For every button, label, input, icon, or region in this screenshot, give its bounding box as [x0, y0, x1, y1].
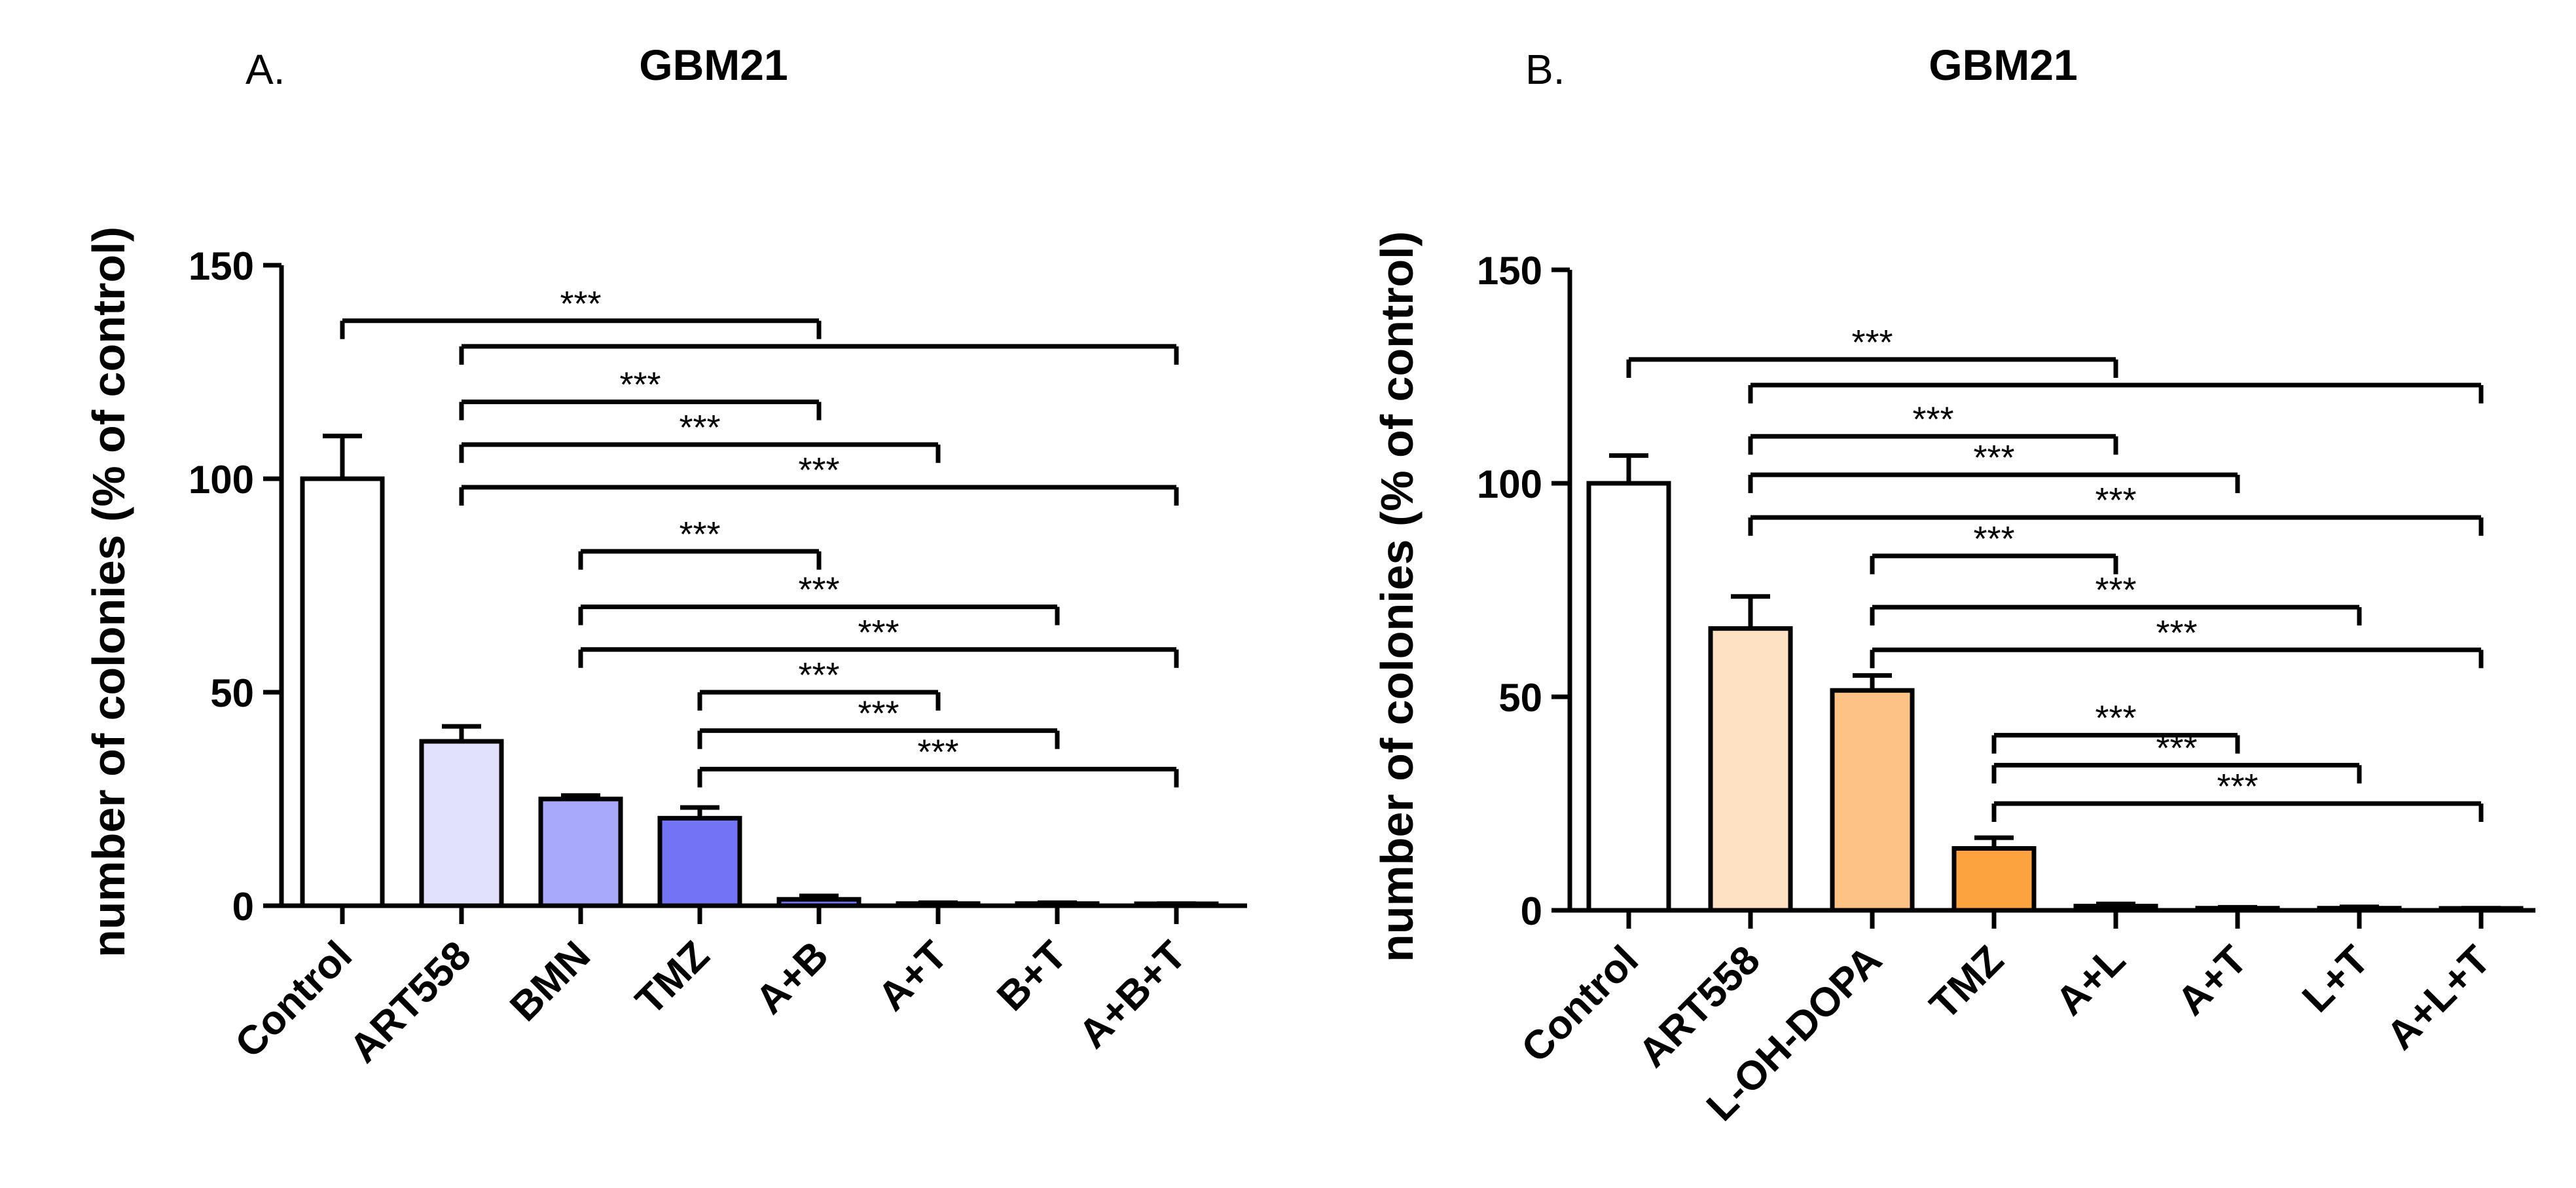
- panel-b-significance-label: ***: [2156, 728, 2197, 768]
- panel-a-x-tick-label-2: BMN: [501, 933, 599, 1030]
- panel-b-significance-bracket: [1748, 472, 2240, 493]
- panel-a-significance-bracket: [459, 399, 822, 420]
- panel-a-significance-bracket: [340, 318, 822, 339]
- panel-a-title: GBM21: [639, 41, 788, 89]
- panel-a-significance-label: ***: [679, 408, 720, 447]
- panel-a-significance-bracket: [578, 549, 822, 570]
- panel-a-significance-label: ***: [679, 515, 720, 554]
- panel-b-significance-bracket: [1748, 515, 2484, 536]
- panel-a-significance-label: ***: [798, 570, 839, 610]
- panel-b-y-tick-label-0: 0: [1521, 889, 1542, 933]
- panel-a-y-tick-label-150: 150: [189, 244, 254, 288]
- panel-a-significance-label: ***: [858, 694, 899, 733]
- panel-a-significance-bracket: [578, 647, 1179, 668]
- panel-a-bar-art558: [419, 739, 504, 908]
- panel-a-significance-label: ***: [798, 656, 839, 695]
- panel-b-significance-bracket: [1991, 733, 2240, 754]
- panel-a-significance-label: ***: [619, 365, 661, 405]
- panel-a-x-tick-label-7: A+B+T: [1070, 933, 1195, 1057]
- panel-b-label: B.: [1525, 46, 1565, 93]
- panel-b-significance-bracket: [1626, 357, 2118, 378]
- panel-b-x-tick-label-5: A+T: [2169, 937, 2256, 1024]
- panel-b-bar-tmz: [1951, 845, 2037, 913]
- panel-b-x-tick-label-3: TMZ: [1921, 937, 2012, 1028]
- panel-a-significance-label: ***: [917, 732, 958, 771]
- panel-b-bar-art558: [1708, 626, 1793, 913]
- panel-a-significance-bracket: [578, 604, 1060, 625]
- panel-a-y-tick-label-0: 0: [232, 885, 254, 929]
- panel-a-x-tick-label-0: Control: [227, 933, 361, 1067]
- panel-a-significance-bracket: [459, 485, 1179, 506]
- panel-a-significance-bracket: [697, 766, 1179, 788]
- panel-a-x-tick-label-3: TMZ: [627, 933, 718, 1024]
- panel-a-bar-bmn: [538, 796, 623, 908]
- panel-a-bar-tmz: [657, 815, 742, 908]
- panel-a-label: A.: [245, 46, 285, 93]
- panel-a-significance-label: ***: [560, 284, 601, 324]
- panel-b-significance-bracket: [1748, 434, 2118, 455]
- panel-b-y-tick-label-50: 50: [1498, 676, 1542, 720]
- panel-a-x-tick-label-6: B+T: [989, 933, 1076, 1020]
- panel-a-significance-bracket: [459, 344, 1179, 365]
- panel-b-significance-bracket: [1991, 762, 2362, 784]
- panel-b-significance-label: ***: [2217, 767, 2258, 806]
- panel-a-bar-a+b: [776, 897, 862, 908]
- panel-b-significance-label: ***: [1973, 438, 2014, 477]
- panel-b-y-axis-label: number of colonies (% of control): [1371, 231, 1423, 962]
- panel-a-significance-bracket: [697, 690, 941, 711]
- panel-b-significance-label: ***: [2095, 699, 2136, 738]
- panel-b-significance-label: ***: [1912, 399, 1953, 439]
- panel-b-significance-label: ***: [1973, 519, 2014, 559]
- panel-a-significance-label: ***: [858, 613, 899, 652]
- panel-b-x-tick-label-6: L+T: [2294, 937, 2378, 1021]
- panel-a-significance-label: ***: [798, 451, 839, 490]
- panel-a-x-tick-label-5: A+T: [869, 933, 956, 1020]
- panel-a-x-tick-label-1: ART558: [341, 933, 480, 1071]
- panel-a-bar-control: [300, 476, 385, 908]
- panel-a-y-tick-label-50: 50: [210, 671, 254, 715]
- panel-b-title: GBM21: [1929, 41, 2077, 89]
- panel-b-significance-bracket: [1870, 647, 2484, 669]
- panel-b-significance-label: ***: [2156, 613, 2197, 652]
- panel-b-x-tick-label-4: A+L: [2047, 937, 2134, 1024]
- panel-b-significance-bracket: [1870, 604, 2362, 626]
- panel-b-significance-label: ***: [2095, 570, 2136, 610]
- panel-b-x-tick-label-0: Control: [1513, 937, 1647, 1071]
- panel-a-y-tick-label-100: 100: [189, 458, 254, 502]
- panel-b-y-tick-label-150: 150: [1477, 249, 1542, 293]
- panel-b-y-tick-label-100: 100: [1477, 462, 1542, 506]
- panel-a-significance-bracket: [697, 728, 1060, 749]
- panel-b-bar-control: [1586, 481, 1671, 913]
- panel-a-y-axis-label: number of colonies (% of control): [83, 227, 134, 957]
- panel-b-significance-label: ***: [1851, 323, 1893, 362]
- panel-b-x-tick-label-7: A+L+T: [2378, 937, 2499, 1058]
- panel-b-bar-a+l: [2073, 903, 2158, 913]
- panel-a-significance-bracket: [459, 442, 941, 463]
- panel-b-bar-l-oh-dopa: [1830, 688, 1915, 913]
- panel-b-significance-bracket: [1748, 382, 2484, 404]
- panel-b-significance-label: ***: [2095, 481, 2136, 520]
- panel-a-x-tick-label-4: A+B: [747, 933, 837, 1023]
- panel-b-significance-bracket: [1991, 801, 2484, 822]
- panel-b-significance-bracket: [1870, 553, 2118, 574]
